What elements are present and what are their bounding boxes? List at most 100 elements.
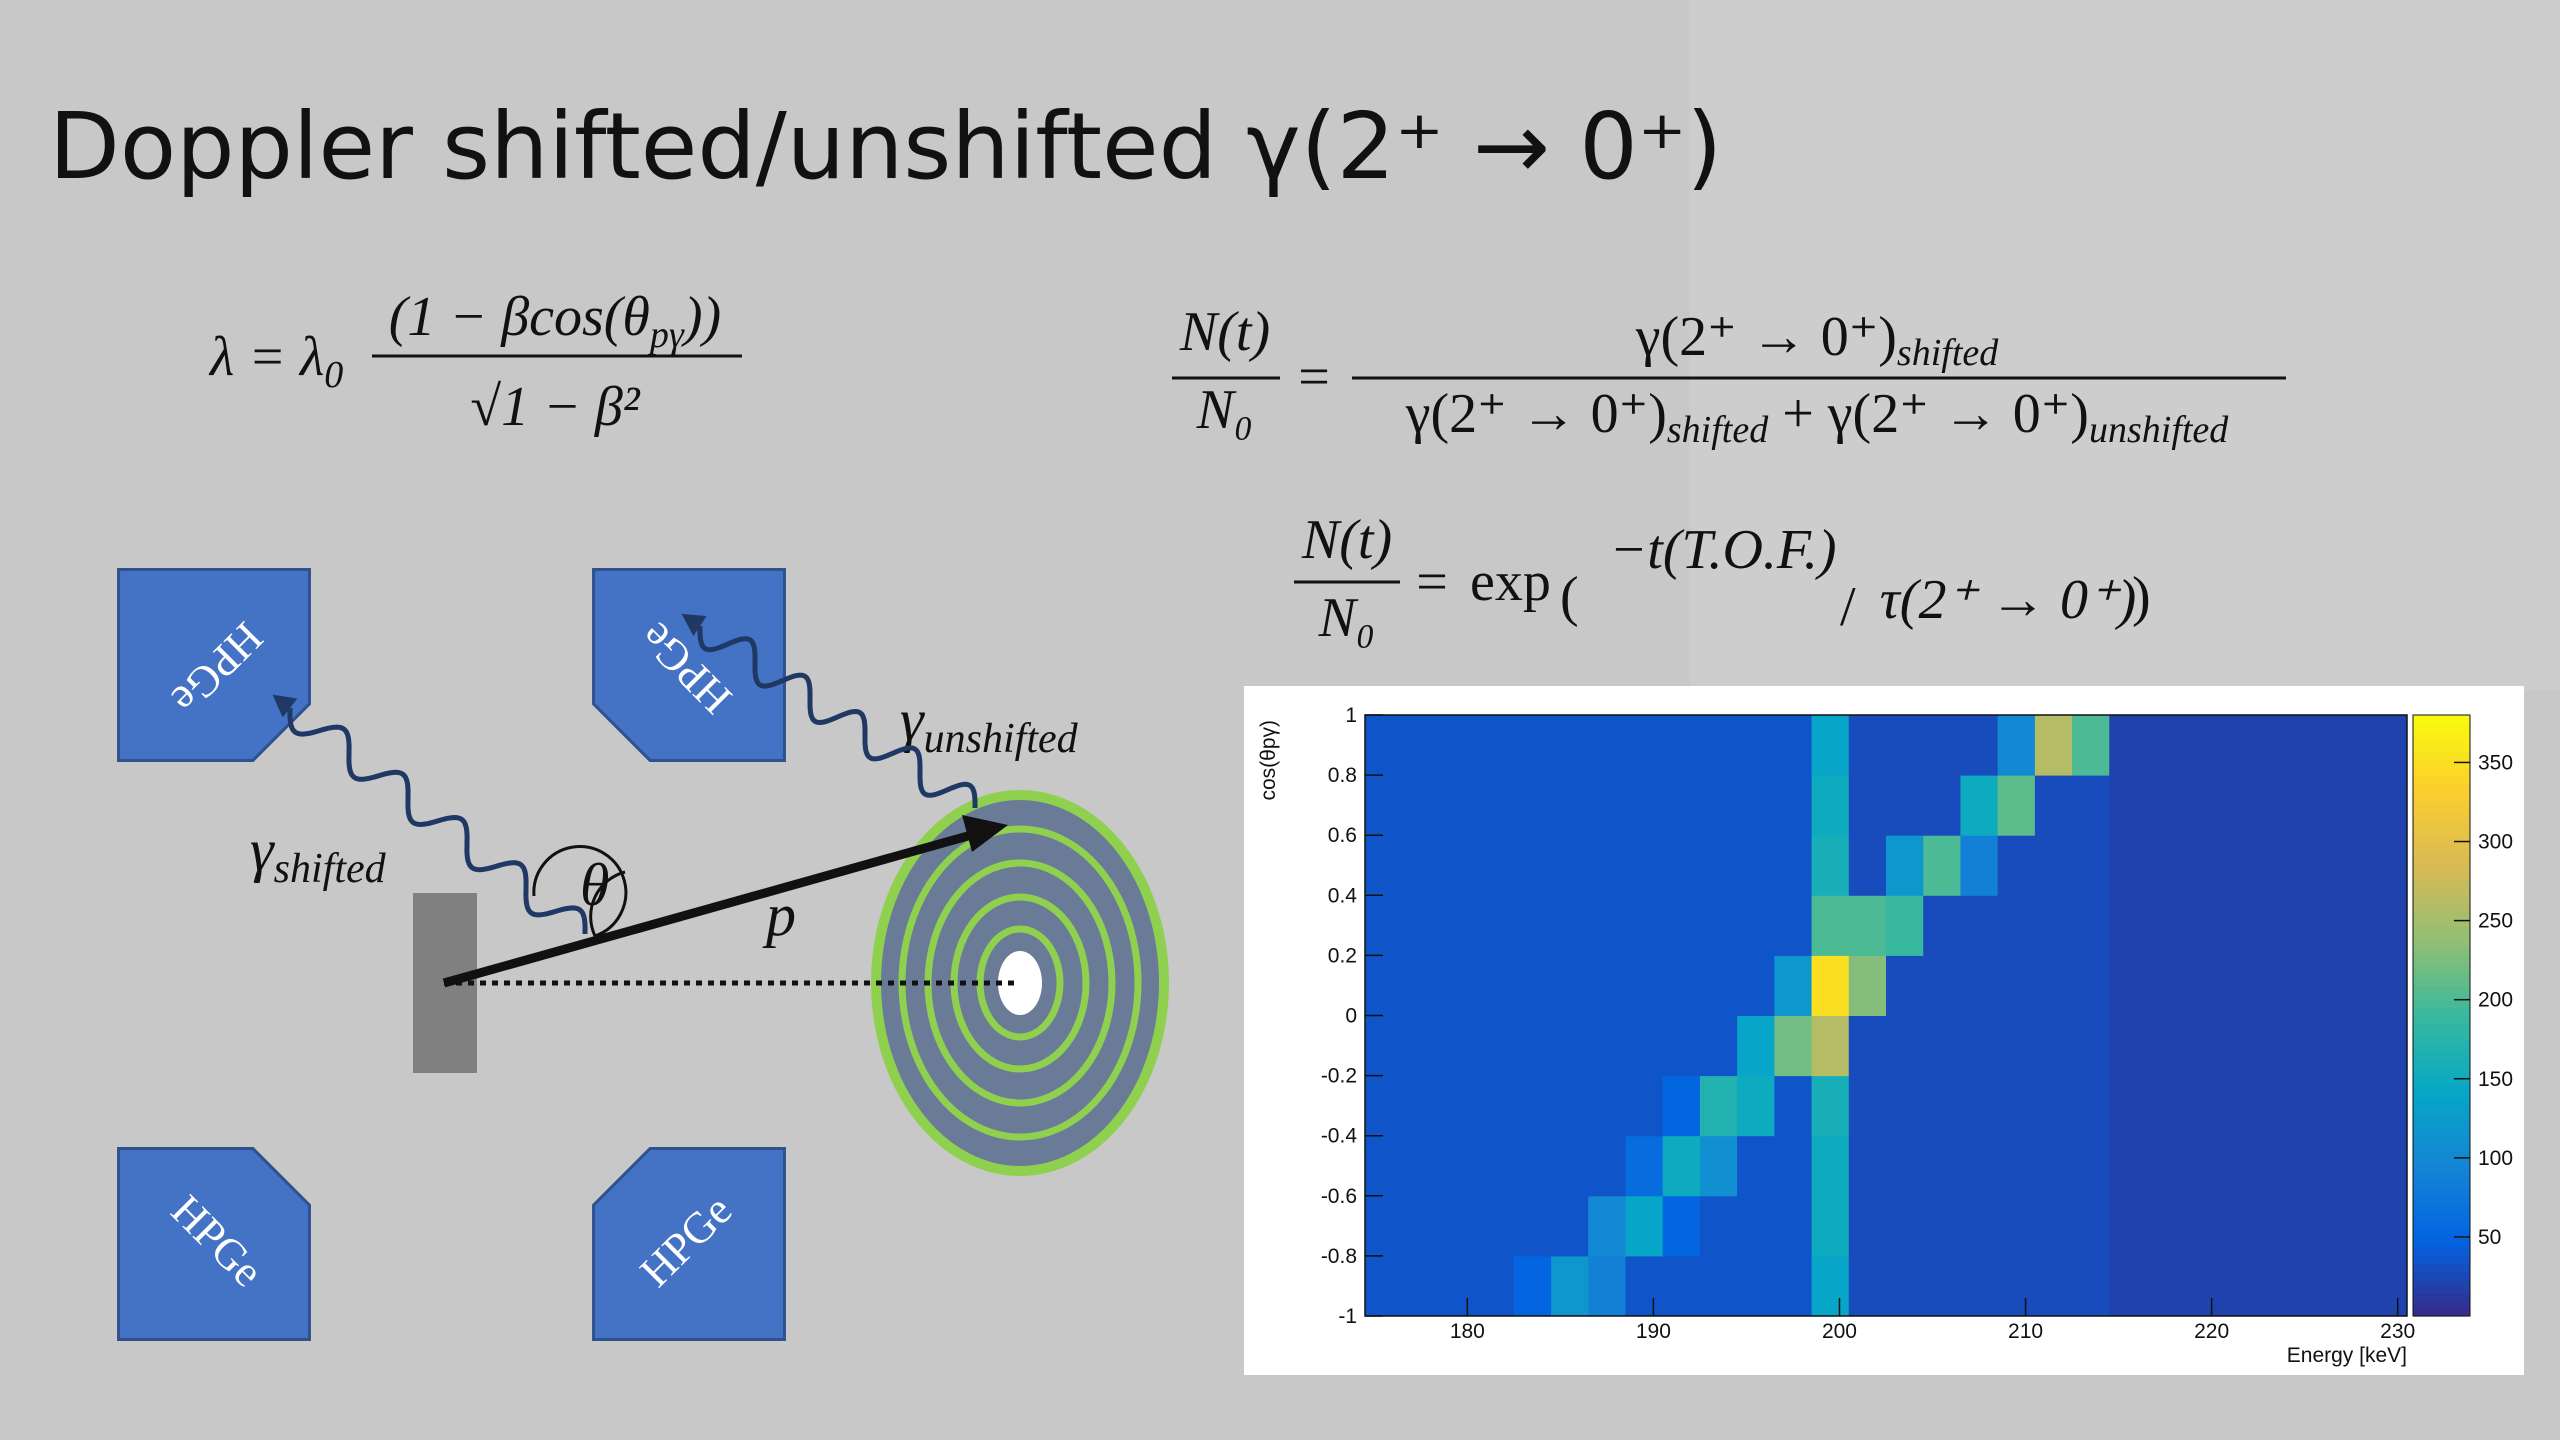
heatmap-cell: [2146, 1075, 2185, 1137]
heatmap-cell: [1699, 835, 1738, 896]
colorbar-strip: [2413, 1150, 2470, 1159]
eq-text: exp: [1470, 551, 1551, 613]
heatmap-cell: [1625, 1075, 1664, 1137]
colorbar-strip: [2413, 970, 2470, 979]
heatmap-cell: [2369, 895, 2408, 956]
colorbar-strip: [2413, 1135, 2470, 1144]
colorbar-strip: [2413, 1105, 2470, 1114]
gamma-unshifted-label: γunshifted: [900, 687, 1079, 762]
heatmap-cell: [2258, 835, 2296, 896]
y-tick-label: 0.8: [1328, 764, 1357, 787]
heatmap-cell: [1439, 955, 1478, 1016]
heatmap-cell: [2332, 955, 2371, 1016]
heatmap-cell: [2258, 955, 2296, 1016]
equation-3: N(t) N₀ = exp ( −t(T.O.F.) / τ(2⁺ → 0⁺) …: [1294, 509, 2151, 649]
heatmap-cell: [1625, 895, 1664, 956]
eq-part: λ = λ: [208, 326, 324, 388]
colorbar-strip: [2413, 1128, 2470, 1137]
heatmap-cell: [1737, 1015, 1775, 1077]
heatmap-cell: [1476, 1075, 1515, 1137]
colorbar-strip: [2413, 782, 2470, 791]
heatmap-cell: [1960, 1195, 1999, 1257]
heatmap-cell: [1811, 715, 1850, 776]
colorbar-strip: [2413, 790, 2470, 799]
eq-part: γ(2⁺ → 0⁺): [1635, 306, 1897, 368]
heatmap-cell: [2369, 1075, 2408, 1137]
heatmap-cell: [1886, 895, 1924, 956]
symbol: γ: [900, 687, 925, 753]
heatmap-cell: [2109, 715, 2147, 776]
heatmap-cell: [1774, 715, 1813, 776]
heatmap-cell: [1625, 715, 1664, 776]
colorbar-strip: [2413, 1090, 2470, 1099]
heatmap-cell: [2295, 775, 2334, 836]
heatmap-cell: [2183, 895, 2222, 956]
heatmap-cell: [1774, 895, 1813, 956]
heatmap-cell: [2183, 1195, 2222, 1257]
y-tick-label: 0: [1345, 1005, 1357, 1028]
heatmap-cell: [1662, 1075, 1701, 1137]
colorbar-strip: [2413, 1158, 2470, 1167]
eq-sub: shifted: [1897, 332, 1999, 374]
heatmap-cell: [1923, 1195, 1961, 1257]
heatmap-cell: [1551, 955, 1589, 1016]
heatmap-cell: [1997, 715, 2036, 776]
heatmap-cell: [1960, 1135, 1999, 1197]
heatmap-cell: [2295, 1135, 2334, 1197]
y-tick-label: 0.2: [1328, 944, 1357, 967]
heatmap-cell: [1662, 1195, 1701, 1257]
heatmap-cell: [1588, 835, 1626, 896]
colorbar-strip: [2413, 1143, 2470, 1152]
colorbar-strip: [2413, 992, 2470, 1002]
heatmap-cell: [2146, 715, 2185, 776]
eq-text: −t(T.O.F.): [1609, 519, 1836, 581]
heatmap-cell: [1960, 1255, 1999, 1317]
heatmap-cell: [1811, 955, 1850, 1016]
heatmap-cell: [1662, 1255, 1701, 1317]
colorbar-strip: [2413, 1255, 2470, 1265]
colorbar-strip: [2413, 730, 2470, 739]
arrow-head: [962, 815, 1008, 852]
colorbar-strip: [2413, 722, 2470, 731]
heatmap-cell: [1997, 835, 2036, 896]
eq-text: λ = λ0: [208, 326, 343, 396]
colorbar-strip: [2413, 865, 2470, 874]
colorbar-strip: [2413, 1015, 2470, 1024]
heatmap-cell: [2183, 1135, 2222, 1197]
heatmap-cell: [2183, 955, 2222, 1016]
x-tick-label: 230: [2380, 1320, 2415, 1343]
colorbar-tick-label: 50: [2478, 1226, 2501, 1249]
colorbar-strip: [2413, 1270, 2470, 1280]
colorbar-strip: [2413, 1083, 2470, 1092]
heatmap-cell: [1811, 895, 1850, 956]
heatmap-cell: [2295, 955, 2334, 1016]
hpge-detector: HPGe: [592, 568, 786, 762]
heatmap-cell: [1774, 1255, 1813, 1317]
heatmap-cell: [1402, 715, 1440, 776]
heatmap-cell: [2072, 1135, 2110, 1197]
detector-body: [592, 568, 786, 762]
heatmap-cell: [1551, 715, 1589, 776]
heatmap-cell: [1923, 1075, 1961, 1137]
heatmap-cell: [1662, 835, 1701, 896]
colorbar-strip: [2413, 902, 2470, 911]
heatmap-cell: [1476, 955, 1515, 1016]
colorbar-strip: [2413, 1120, 2470, 1129]
colorbar-tick-label: 200: [2478, 989, 2513, 1012]
heatmap-cell: [2109, 1255, 2147, 1317]
heatmap-cell: [1699, 775, 1738, 836]
heatmap-cell: [2183, 775, 2222, 836]
heatmap-cell: [1365, 1195, 1403, 1257]
heatmap-cell: [2109, 895, 2147, 956]
y-tick-label: 0.6: [1328, 824, 1357, 847]
heatmap-cell: [1699, 1015, 1738, 1077]
heatmap-cell: [1588, 1255, 1626, 1317]
heatmap-cell: [2332, 715, 2371, 776]
colorbar-strip: [2413, 1300, 2470, 1310]
heatmap-cell: [1848, 1075, 1887, 1137]
heatmap-cell: [1513, 955, 1552, 1016]
heatmap-cell: [1699, 895, 1738, 956]
colorbar-strip: [2413, 1233, 2470, 1242]
eq-part: (1 − βcos(θ: [389, 286, 650, 348]
colorbar-strip: [2413, 1113, 2470, 1122]
